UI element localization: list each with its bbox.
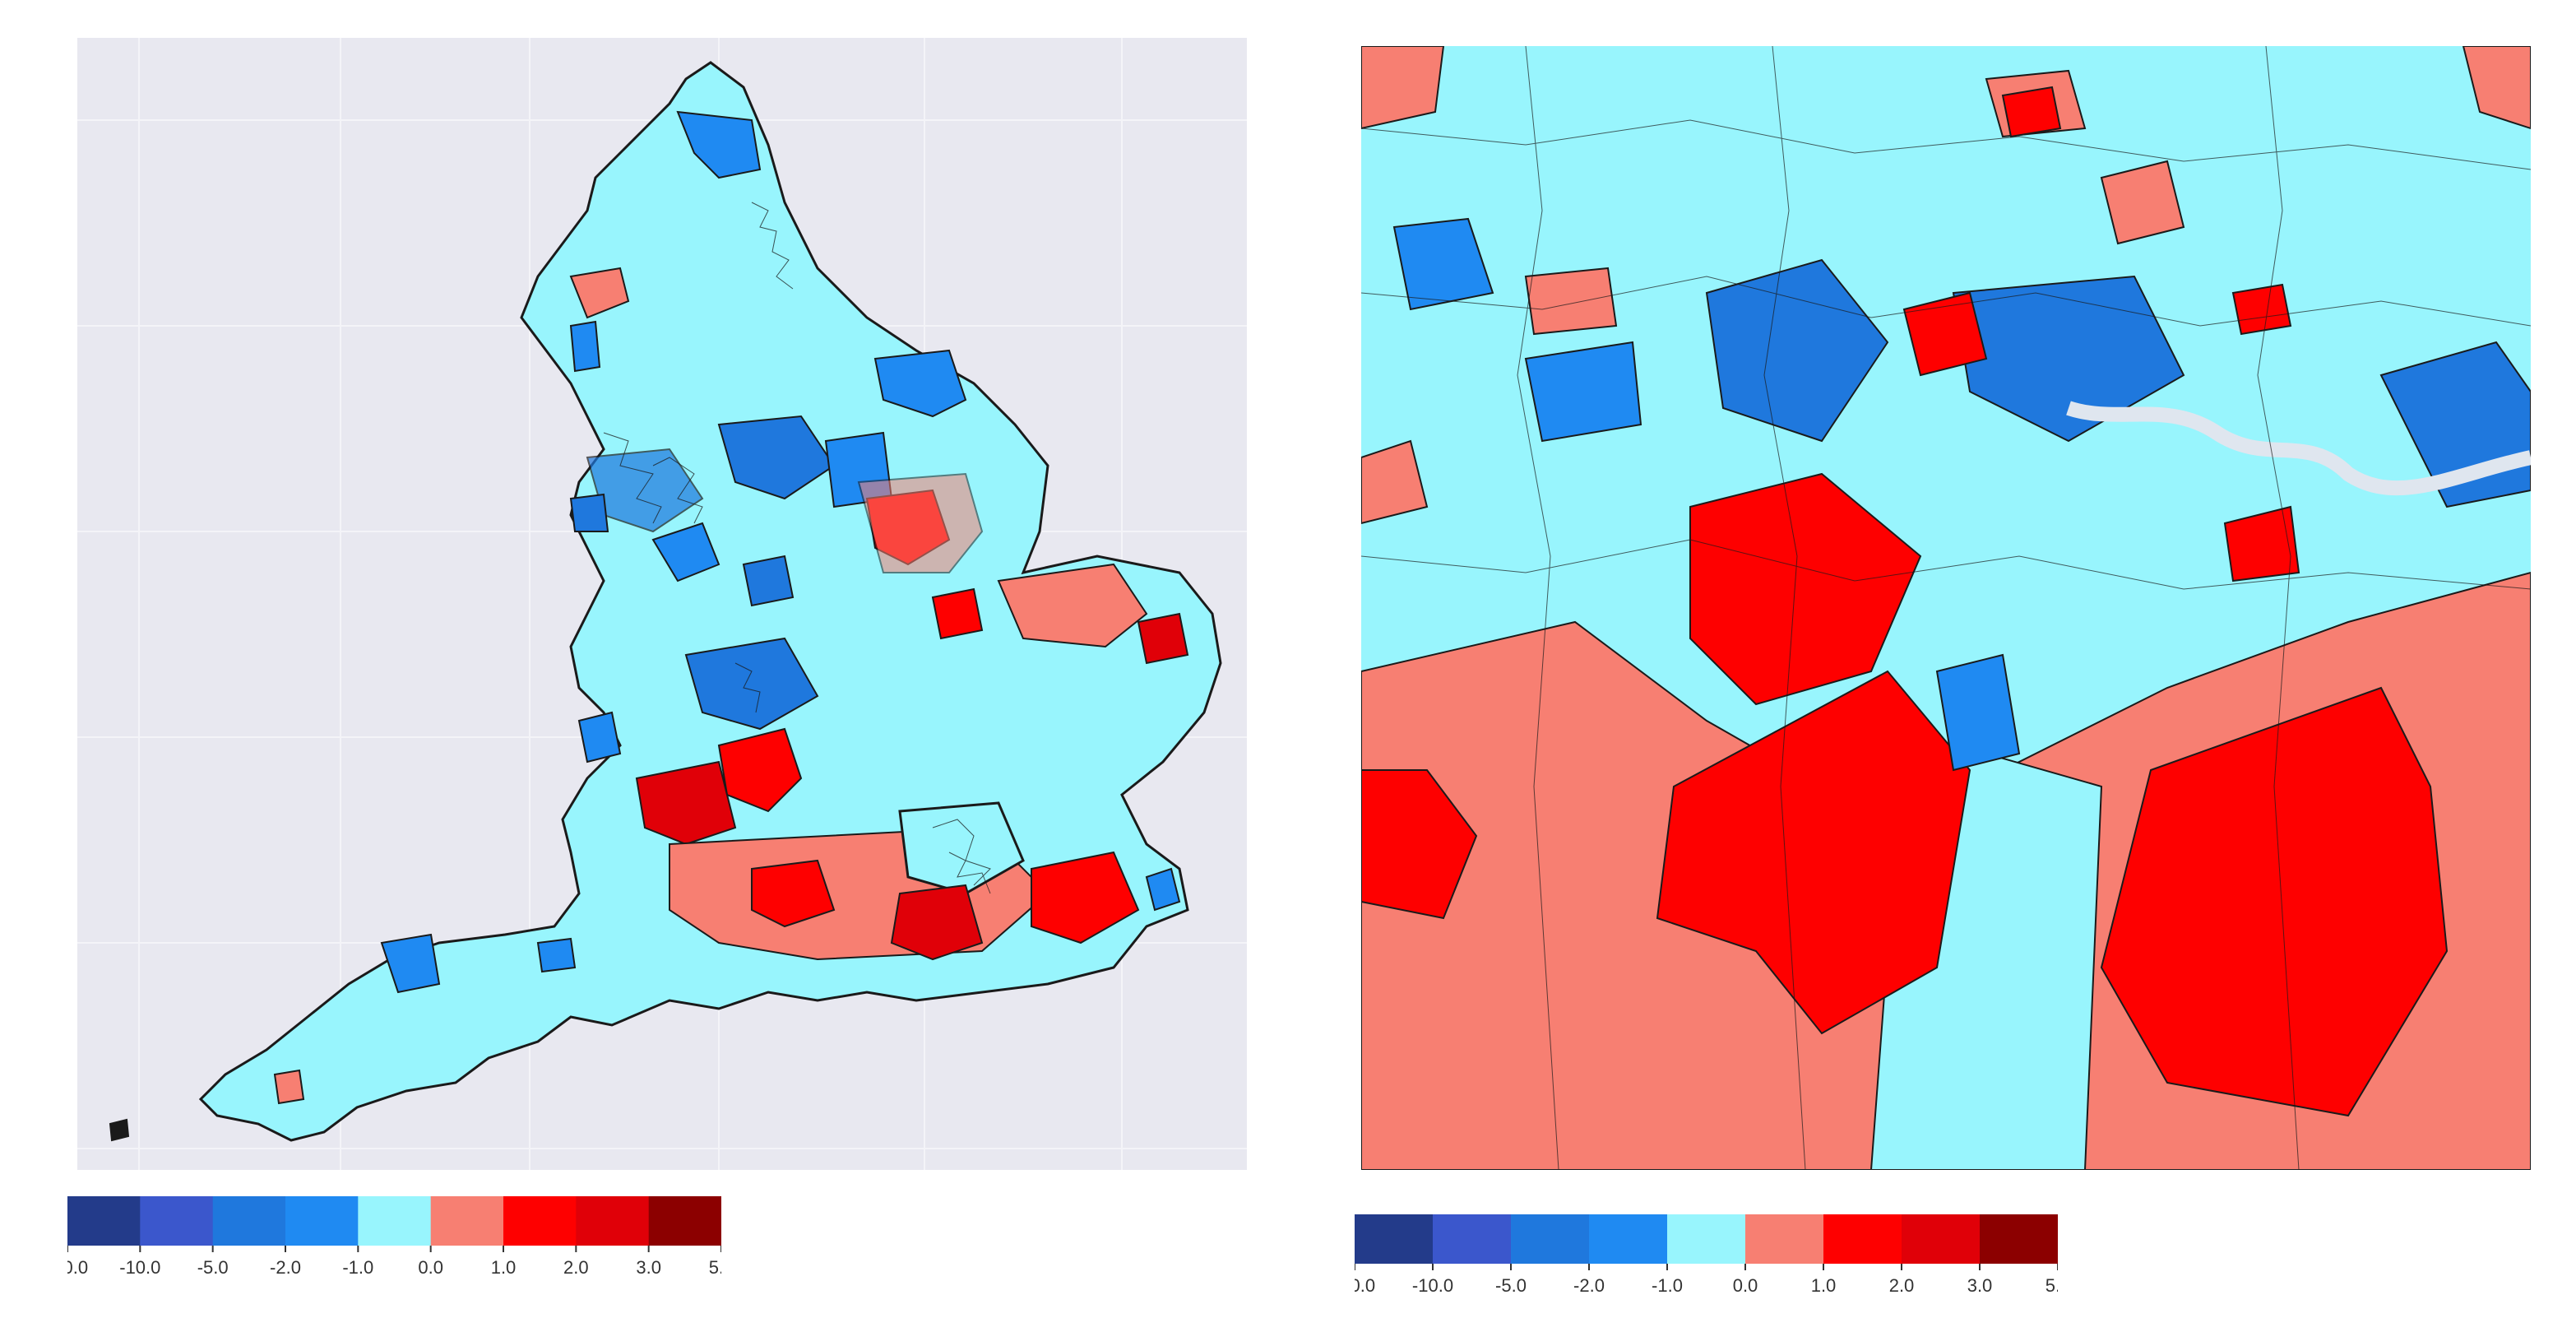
- colorbar-right-tick-label-7: 2.0: [1889, 1275, 1915, 1296]
- west-red-cluster: [1689, 472, 1922, 706]
- region-birmingham: [684, 637, 819, 731]
- colorbar-left: -20.0 -10.0 -5.0 -2.0 -1.0 0.0 1.0 2.0 3.0 5.5: [67, 1196, 721, 1303]
- region-wirral: [569, 493, 609, 532]
- colorbar-right-tick-label-9: 5.5: [2046, 1275, 2058, 1296]
- england-regions: [109, 110, 1189, 1142]
- southwest-red: [1656, 670, 1971, 1035]
- region-cumbria-red: [569, 267, 630, 319]
- colorbar-left-tick-label-0: -20.0: [67, 1257, 88, 1278]
- urban-boundaries: [603, 202, 991, 894]
- region-west-blue: [577, 711, 622, 763]
- far-west-red: [1361, 769, 1478, 920]
- colorbar-right-swatch-8: [1980, 1214, 2058, 1264]
- region-leeds: [717, 415, 836, 500]
- east-red-2: [2223, 505, 2300, 582]
- region-somerset-blue: [536, 937, 577, 973]
- region-lake-blue: [569, 320, 601, 373]
- colorbar-right-swatch-2: [1511, 1214, 1590, 1264]
- central-red: [1902, 291, 1988, 377]
- colorbar-left-swatch-5: [430, 1196, 504, 1246]
- region-kent-red: [1031, 851, 1140, 944]
- london-regions: [1361, 46, 2531, 1170]
- region-cornwall-pink: [273, 1069, 305, 1105]
- colorbar-left-swatch-0: [67, 1196, 141, 1246]
- colorbar-left-swatch-6: [503, 1196, 577, 1246]
- england-map: [77, 38, 1247, 1170]
- colorbar-right-swatch-5: [1745, 1214, 1824, 1264]
- colorbar-left-tick-label-3: -2.0: [270, 1257, 301, 1278]
- region-devon-blue: [380, 933, 441, 994]
- colorbar-right-swatch-0: [1355, 1214, 1434, 1264]
- north-red-1: [2001, 86, 2062, 138]
- region-kent-blue: [1145, 867, 1181, 912]
- colorbar-left-tick-label-2: -5.0: [197, 1257, 229, 1278]
- colorbar-right-tick-label-3: -2.0: [1573, 1275, 1605, 1296]
- region-northumberland: [676, 110, 762, 179]
- south-central-blue: [1935, 653, 2021, 772]
- colorbar-left-swatch-7: [576, 1196, 650, 1246]
- northeast-pink: [2100, 160, 2185, 245]
- region-lincs-pink: [857, 472, 984, 573]
- colorbar-right: -20.0 -10.0 -5.0 -2.0 -1.0 0.0 1.0 2.0 3.0 5.5: [1355, 1214, 2058, 1321]
- region-scilly: [109, 1118, 130, 1142]
- region-leicester: [931, 587, 984, 640]
- region-norfolk-pink: [997, 563, 1148, 648]
- east-red-1: [2231, 283, 2292, 336]
- region-reading-red: [751, 859, 836, 928]
- colorbar-left-swatch-3: [285, 1196, 359, 1246]
- colorbar-right-swatch-6: [1823, 1214, 1902, 1264]
- colorbar-left-tick-label-8: 3.0: [636, 1257, 661, 1278]
- northwest-blue: [1392, 217, 1494, 311]
- colorbar-left-swatch-4: [358, 1196, 432, 1246]
- colorbar-right-swatch-1: [1433, 1214, 1512, 1264]
- west-pink-2: [1361, 439, 1429, 525]
- colorbar-right-tick-label-6: 1.0: [1811, 1275, 1837, 1296]
- colorbar-right-tick-label-0: -20.0: [1355, 1275, 1375, 1296]
- colorbar-right-tick-label-2: -5.0: [1495, 1275, 1527, 1296]
- river-thames: [2066, 401, 2531, 496]
- region-london: [898, 801, 1025, 895]
- region-norwich: [1137, 612, 1189, 665]
- west-pink-1: [1524, 267, 1618, 336]
- colorbar-left-swatch-2: [212, 1196, 286, 1246]
- southeast-red: [2100, 686, 2449, 1117]
- colorbar-left-tick-label-5: 0.0: [418, 1257, 443, 1278]
- london-boundaries: [1361, 46, 2531, 1170]
- region-surrey-red: [890, 884, 984, 961]
- colorbar-left-tick-label-1: -10.0: [119, 1257, 160, 1278]
- colorbar-left-swatch-8: [648, 1196, 721, 1246]
- colorbar-right-swatch-3: [1589, 1214, 1668, 1264]
- colorbar-left-tick-label-4: -1.0: [342, 1257, 373, 1278]
- colorbar-left-swatch-1: [140, 1196, 214, 1246]
- west-blue: [1524, 341, 1642, 443]
- colorbar-right-tick-label-1: -10.0: [1412, 1275, 1453, 1296]
- region-derby: [742, 555, 795, 607]
- colorbar-left-tick-label-6: 1.0: [491, 1257, 517, 1278]
- northeast-pink-2: [2462, 46, 2531, 130]
- region-cotswold-red: [635, 760, 737, 846]
- colorbar-right-swatch-4: [1667, 1214, 1746, 1264]
- colorbar-left-tick-label-9: 5.5: [709, 1257, 721, 1278]
- london-map: [1361, 46, 2531, 1170]
- colorbar-right-tick-label-5: 0.0: [1733, 1275, 1758, 1296]
- region-yorkshire-coast: [873, 349, 967, 418]
- colorbar-right-tick-label-4: -1.0: [1652, 1275, 1683, 1296]
- colorbar-right-swatch-7: [1902, 1214, 1981, 1264]
- north-blue-cluster-west: [1705, 258, 1889, 443]
- colorbar-left-tick-label-7: 2.0: [563, 1257, 589, 1278]
- region-stoke: [651, 522, 720, 582]
- northwest-pink: [1361, 46, 1445, 130]
- colorbar-right-tick-label-8: 3.0: [1967, 1275, 1993, 1296]
